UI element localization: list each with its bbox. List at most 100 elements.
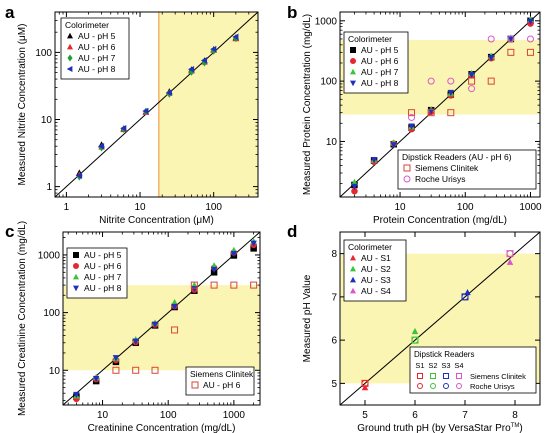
x-axis-label-main: Ground truth pH (by VersaStar Pro [357,423,511,433]
panel-label: b [287,3,297,22]
legend-column-label: S4 [454,361,463,370]
legend-marker [73,285,79,292]
legend-label: AU - pH 7 [361,67,399,77]
legend-column-label: S2 [428,361,437,370]
y-axis-label: Measured Protein Concentration (mg/dL) [302,14,313,195]
y-tick-label: 10 [41,115,53,126]
data-point [361,379,369,387]
data-point [461,293,469,301]
data-point [165,89,172,97]
data-point [506,258,514,265]
data-points [361,250,514,391]
data-point [447,109,455,117]
x-axis-label-end: ) [519,423,522,433]
panel-label: d [287,222,297,241]
data-point [390,142,397,149]
legend-title: Colorimeter [348,242,392,252]
data-point [507,35,515,43]
legend-marker [350,287,356,294]
data-points [351,15,534,195]
data-point [120,125,127,132]
legend-marker [350,265,356,272]
legend-marker [403,164,411,172]
data-point [507,35,515,43]
legend-label: AU - pH 5 [361,45,399,55]
x-tick-label: 10 [134,202,146,213]
legend-row-label: Roche Urisys [470,382,515,391]
data-point [526,35,534,43]
legend-row-label: Siemens Clinitek [470,372,526,381]
legend-marker [350,68,356,75]
x-tick-label: 1000 [519,202,542,213]
legend-title: Dipstick Readers [414,350,474,359]
legend-marker [350,254,356,261]
legend-box [397,149,537,190]
y-tick-label: 100 [43,308,60,319]
x-tick-label: 100 [160,410,177,421]
data-points [75,33,240,181]
data-point [232,33,239,41]
legend-label: AU - pH 7 [78,53,116,63]
legend-column-label: S3 [441,361,450,370]
legend-label: AU - S2 [361,264,391,274]
legend-box [185,366,255,396]
data-point [250,240,257,247]
x-tick-label: 100 [457,202,474,213]
data-point [408,109,416,117]
legend-marker [73,252,79,258]
x-axis-label-sup: TM [511,423,520,429]
data-point [112,355,120,362]
data-point [408,113,416,121]
x-tick-label: 8 [512,410,518,421]
data-point [468,85,476,93]
data-point [408,123,415,130]
plot-frame [339,11,541,198]
data-point [487,77,495,85]
legend-marker [430,373,436,379]
data-point [447,77,455,85]
legend-label: Siemens Clinitek [415,163,479,173]
legend-marker [191,381,199,389]
y-axis-label: Measured Creatinine Concentration (mg/dL… [17,221,28,416]
shaded-region [63,285,260,371]
legend-marker [350,47,356,53]
data-point [351,178,358,185]
x-tick-label: 5 [362,410,368,421]
x-tick-label: 6 [412,410,418,421]
legend-marker [73,263,79,269]
data-point [507,48,515,56]
legend-label: AU - pH 5 [84,250,122,260]
data-point [171,303,178,311]
y-axis-label: Measured Nitrite Concentration (μM) [17,24,28,186]
legend-column-label: S1 [415,361,424,370]
y-tick-label: 10 [49,366,61,377]
legend-marker [67,43,73,50]
data-point [132,338,139,345]
y-tick-label: 1000 [38,250,61,261]
legend-marker [350,80,356,87]
data-point [210,281,218,289]
legend-marker [73,273,79,280]
legend-label: AU - pH 6 [361,56,399,66]
legend-title: Colorimeter [348,34,392,44]
legend-marker [67,32,73,39]
data-point [526,48,534,56]
legend-marker [443,383,449,389]
legend-title: Dipstick Readers (AU - pH 6) [402,152,512,162]
y-axis-label: Measured pH Value [302,274,313,362]
panel-label: a [5,3,15,22]
legend-title: Siemens Clinitek [190,369,254,379]
plot-frame [339,231,541,406]
data-point [351,187,358,195]
legend-marker [456,383,462,389]
data-point [73,391,80,399]
legend-marker [67,54,73,62]
data-point [427,77,435,85]
identity-line [339,11,541,198]
data-point [351,183,358,190]
plot-frame [54,11,259,198]
y-tick-label: 8 [331,249,337,260]
data-point [370,157,378,164]
